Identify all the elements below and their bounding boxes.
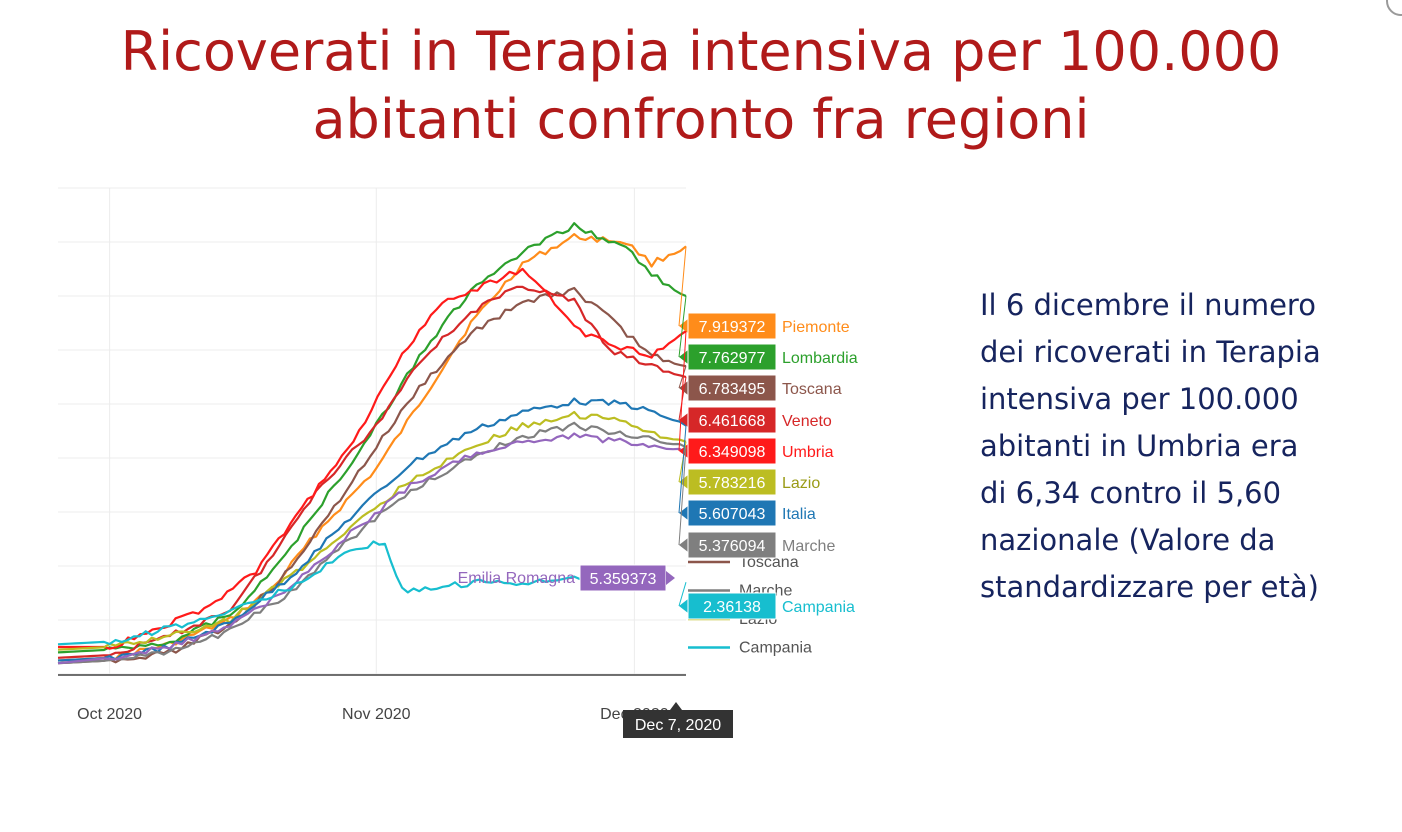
hover-label-pointer (679, 350, 688, 364)
hover-label-series: Emilia Romagna (458, 570, 575, 587)
hover-label-value: 6.461668 (699, 413, 766, 430)
title-line-2: abitanti confronto fra regioni (312, 88, 1090, 151)
hover-label-lazio[interactable]: 5.783216 Lazio (678, 441, 820, 496)
side-note-line-5: di 6,34 contro il 5,60 (980, 476, 1282, 510)
hover-label-campania[interactable]: 2.36138 Campania (678, 582, 855, 620)
hover-label-box (687, 499, 777, 527)
hover-label-pointer (679, 381, 688, 395)
hover-label-connector (678, 447, 687, 546)
hover-label-series: Italia (782, 506, 816, 523)
hover-label-box (687, 312, 777, 340)
hover-label-box (687, 374, 777, 402)
series-line-lazio (57, 410, 687, 651)
hover-date-box (623, 710, 733, 738)
hover-label-connector (678, 331, 687, 452)
hover-label-box (687, 592, 777, 620)
hover-label-box (687, 343, 777, 371)
side-note-line-7: standardizzare per età) (980, 570, 1319, 604)
hover-label-pointer (679, 599, 688, 613)
hover-label-series: Marche (782, 538, 835, 555)
hover-label-umbria[interactable]: 6.349098 Umbria (678, 331, 834, 465)
hover-label-veneto[interactable]: 6.461668 Veneto (678, 376, 832, 434)
hover-date-text: Dec 7, 2020 (635, 717, 721, 734)
title-line-1: Ricoverati in Terapia intensiva per 100.… (120, 20, 1282, 83)
hover-label-piemonte[interactable]: 7.919372 Piemonte (678, 246, 850, 340)
hover-date-pointer (670, 702, 682, 710)
side-note-line-4: abitanti in Umbria era (980, 429, 1299, 463)
hover-label-series: Umbria (782, 444, 834, 461)
hover-label-series: Toscana (782, 381, 842, 398)
hover-label-italia[interactable]: 5.607043 Italia (678, 425, 816, 527)
hover-label-value: 5.359373 (590, 571, 657, 588)
side-note-line-2: dei ricoverati in Terapia (980, 335, 1321, 369)
hover-label-value: 6.783495 (699, 381, 766, 398)
hover-label-value: 5.607043 (699, 506, 766, 523)
hover-label-value: 5.376094 (699, 538, 766, 555)
hover-label-connector (678, 366, 687, 389)
hover-label-box (687, 468, 777, 496)
series-line-marche (57, 421, 687, 665)
hover-label-value: 6.349098 (699, 444, 766, 461)
hover-label-series: Veneto (782, 413, 832, 430)
hover-label-pointer (679, 538, 688, 552)
hover-label-pointer (679, 413, 688, 427)
side-note-line-1: Il 6 dicembre il numero (980, 288, 1316, 322)
hover-label-value: 7.919372 (699, 319, 766, 336)
x-tick-label: Oct 2020 (77, 706, 142, 723)
hover-label-connector (678, 441, 687, 483)
hover-label-value: 7.762977 (699, 350, 766, 367)
hover-label-connector (678, 295, 687, 358)
x-tick-label: Nov 2020 (342, 706, 411, 723)
series-line-veneto (57, 285, 687, 659)
hover-label-pointer (666, 571, 675, 585)
hover-label-lombardia[interactable]: 7.762977 Lombardia (678, 295, 858, 371)
slide-title: Ricoverati in Terapia intensiva per 100.… (0, 18, 1402, 154)
legend-item-campania[interactable]: Campania (688, 640, 812, 657)
hover-label-box (687, 437, 777, 465)
side-note: Il 6 dicembre il numero dei ricoverati i… (980, 282, 1390, 611)
hover-label-connector (678, 425, 687, 514)
hover-label-toscana[interactable]: 6.783495 Toscana (678, 366, 842, 402)
series-line-campania (57, 540, 601, 646)
chart-series (57, 222, 687, 665)
hover-label-value: 2.36138 (703, 599, 761, 616)
series-line-emilia-romagna (57, 432, 687, 665)
hover-label-box (687, 406, 777, 434)
legend-label: Campania (739, 640, 812, 657)
series-line-piemonte (57, 233, 687, 662)
hover-label-pointer (679, 319, 688, 333)
hover-label-series: Lombardia (782, 350, 858, 367)
hover-label-series: Lazio (782, 475, 820, 492)
hover-label-emilia-romagna[interactable]: Emilia Romagna 5.359373 (458, 564, 675, 592)
hover-label-box (687, 531, 777, 559)
side-note-line-6: nazionale (Valore da (980, 523, 1276, 557)
hover-label-connector (678, 582, 687, 607)
side-note-line-3: intensiva per 100.000 (980, 382, 1299, 416)
hover-label-connector (678, 246, 687, 327)
hover-label-series: Piemonte (782, 319, 850, 336)
hover-label-series: Campania (782, 599, 855, 616)
series-line-italia (57, 397, 687, 662)
hover-label-marche[interactable]: 5.376094 Marche (678, 447, 835, 559)
hover-label-pointer (679, 506, 688, 520)
hover-label-value: 5.783216 (699, 475, 766, 492)
hover-date-label: Dec 7, 2020 (623, 702, 733, 738)
